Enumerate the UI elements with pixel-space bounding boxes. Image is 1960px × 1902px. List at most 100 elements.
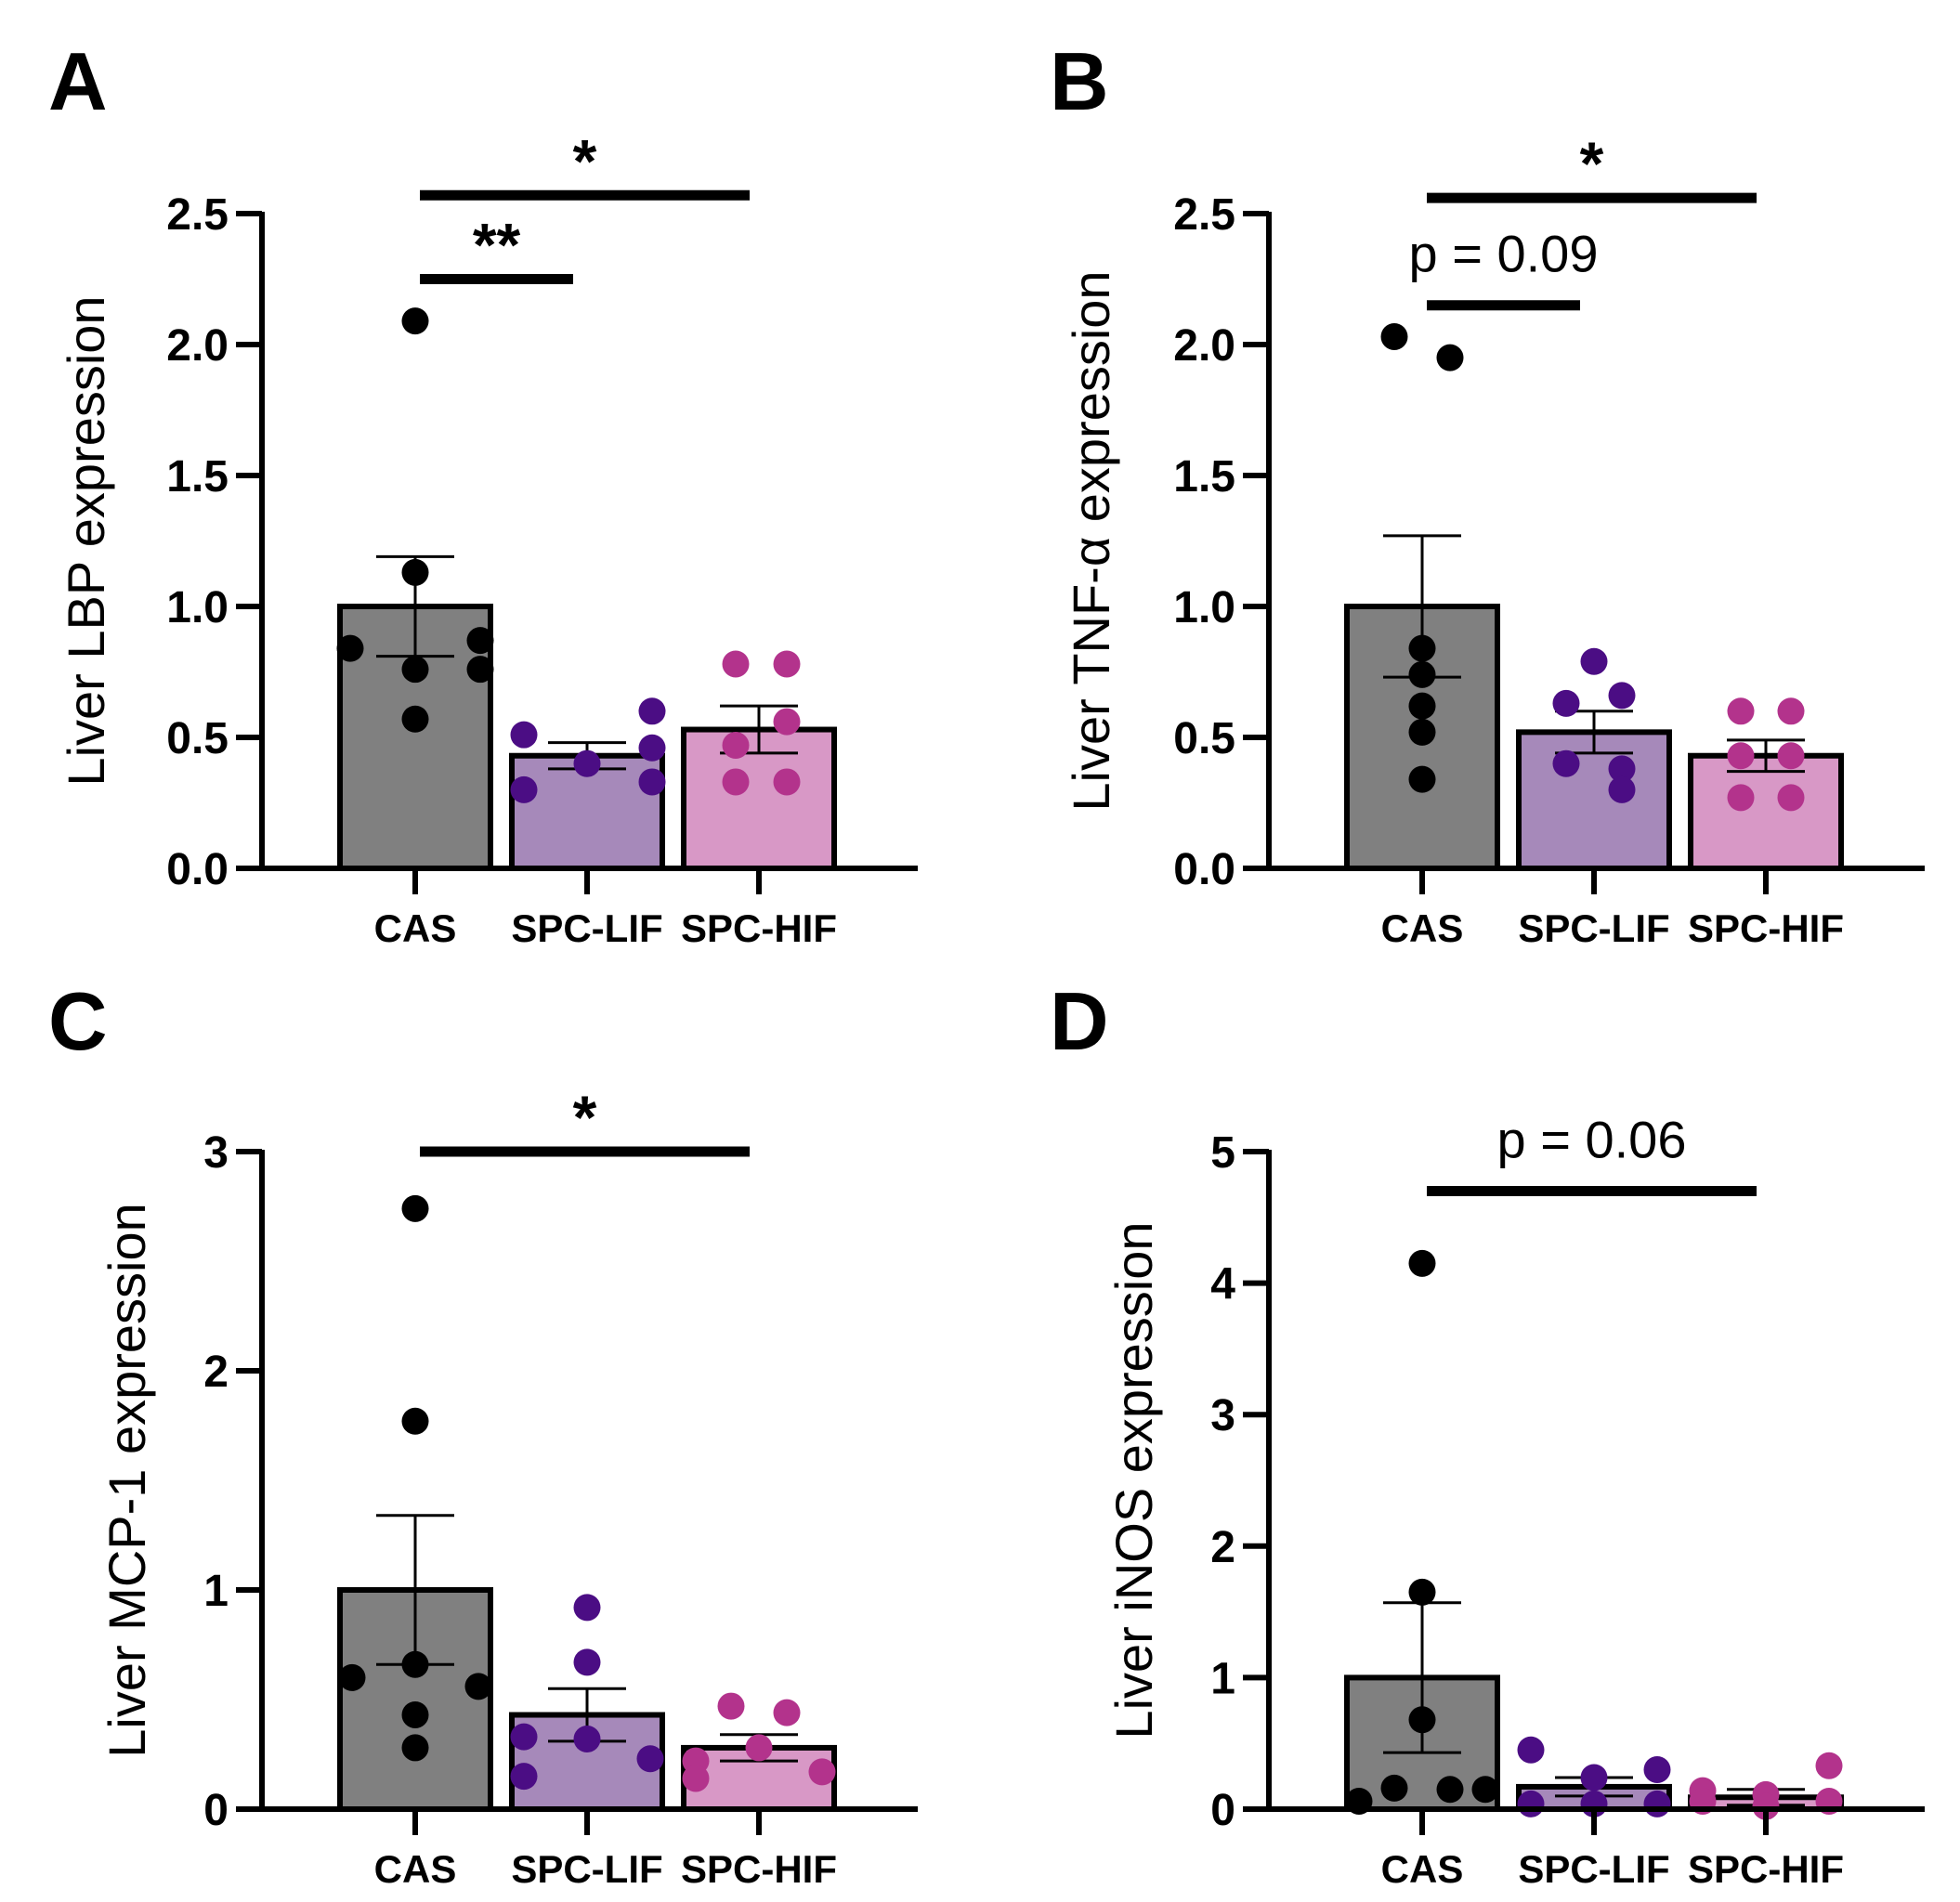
x-tick-label: CAS — [1381, 1847, 1464, 1891]
y-tick-label: 0.5 — [166, 714, 229, 763]
data-point-cas — [401, 1407, 429, 1435]
data-point-cas — [1408, 692, 1436, 720]
x-tick-label: SPC-HIF — [1688, 906, 1844, 950]
y-tick-label: 2.0 — [1173, 321, 1235, 371]
data-point-cas — [466, 627, 494, 655]
panel-c: C Liver MCP-1 expression 0 1 2 3 CAS SPC-LIF SPC… — [48, 975, 918, 1891]
error-bar-spc-hif — [1727, 738, 1805, 774]
data-point-spc-hif — [682, 1765, 710, 1792]
data-point-cas — [1408, 765, 1436, 793]
data-point-spc-lif — [1552, 749, 1580, 777]
data-point-spc-hif — [1777, 697, 1805, 725]
data-point-spc-hif — [722, 768, 750, 796]
data-point-cas — [338, 1663, 366, 1691]
data-point-spc-lif — [510, 721, 538, 749]
x-tick-label: SPC-HIF — [1688, 1847, 1844, 1891]
y-tick-label: 0.0 — [1173, 845, 1235, 894]
x-tick-label: SPC-LIF — [511, 1847, 662, 1891]
data-point-cas — [1408, 660, 1436, 688]
data-point-spc-lif — [510, 1723, 538, 1751]
data-point-spc-lif — [1517, 1790, 1545, 1817]
y-tick-label: 5 — [1210, 1128, 1235, 1178]
data-point-cas — [1408, 718, 1436, 746]
data-point-spc-lif — [510, 775, 538, 803]
significance-label: ** — [473, 211, 521, 280]
data-point-cas — [1436, 1776, 1464, 1804]
data-point-cas — [401, 307, 429, 335]
y-tick-label: 0 — [1210, 1786, 1235, 1835]
y-tick-label: 3 — [1210, 1391, 1235, 1440]
data-point-spc-lif — [573, 749, 601, 777]
data-point-spc-hif — [1815, 1752, 1843, 1779]
panel-label: D — [1050, 975, 1109, 1067]
y-tick-label: 0 — [203, 1786, 229, 1835]
panel-d: D Liver iNOS expression 0 1 2 3 4 5 CAS SPC-LIF SP… — [1050, 975, 1925, 1891]
data-point-cas — [464, 1673, 492, 1700]
significance-label: * — [1580, 129, 1604, 198]
y-tick-label: 2.0 — [166, 321, 229, 371]
data-point-spc-hif — [1777, 742, 1805, 770]
x-tick-label: SPC-HIF — [681, 1847, 837, 1891]
y-tick-label: 1.0 — [1173, 583, 1235, 632]
significance-label: * — [573, 126, 597, 195]
y-axis-title: Liver TNF-α expression — [1062, 270, 1120, 811]
panel-b: B Liver TNF-α expression 0.0 0.5 1.0 1.5 2.0 2.… — [1050, 35, 1925, 950]
y-tick-label: 2 — [1210, 1523, 1235, 1572]
data-point-spc-lif — [1643, 1790, 1671, 1817]
data-point-spc-lif — [573, 1725, 601, 1752]
y-tick-label: 0.5 — [1173, 714, 1235, 763]
y-tick-label: 1 — [203, 1567, 229, 1616]
y-axis-title: Liver iNOS expression — [1104, 1221, 1163, 1739]
data-point-cas — [336, 634, 364, 662]
data-point-spc-hif — [808, 1758, 836, 1786]
data-point-cas — [466, 656, 494, 684]
y-tick-label: 1.5 — [1173, 452, 1235, 502]
data-point-cas — [1380, 323, 1408, 351]
data-point-spc-hif — [1727, 697, 1755, 725]
data-point-cas — [1408, 1706, 1436, 1734]
data-point-spc-hif — [722, 731, 750, 759]
data-point-cas — [401, 1650, 429, 1678]
data-point-spc-lif — [1517, 1736, 1545, 1764]
data-point-spc-lif — [1643, 1756, 1671, 1784]
data-point-cas — [401, 1194, 429, 1222]
data-point-cas — [401, 656, 429, 684]
data-point-spc-lif — [638, 697, 666, 725]
panel-label: C — [48, 975, 108, 1067]
data-point-spc-hif — [773, 650, 801, 678]
y-axis-title: Liver MCP-1 expression — [98, 1203, 156, 1758]
significance-label: * — [573, 1083, 597, 1152]
data-point-spc-hif — [773, 768, 801, 796]
panel-a: A Liver LBP expression 0.0 0.5 1.0 1.5 2.0 2.5 C… — [48, 35, 918, 950]
y-tick-label: 2.5 — [166, 190, 229, 240]
data-point-spc-lif — [1608, 682, 1636, 710]
data-point-spc-lif — [1580, 1764, 1608, 1791]
y-tick-label: 1 — [1210, 1654, 1235, 1703]
data-point-spc-hif — [1727, 742, 1755, 770]
data-point-spc-lif — [1608, 775, 1636, 803]
x-tick-label: CAS — [374, 1847, 457, 1891]
data-point-cas — [401, 705, 429, 733]
y-tick-label: 3 — [203, 1128, 229, 1178]
data-point-spc-hif — [745, 1734, 773, 1762]
data-point-spc-lif — [638, 768, 666, 796]
panel-label: A — [48, 35, 108, 127]
data-point-spc-lif — [573, 1594, 601, 1622]
y-axis-title: Liver LBP expression — [57, 295, 115, 786]
y-tick-label: 2.5 — [1173, 190, 1235, 240]
data-point-spc-lif — [510, 1763, 538, 1791]
data-point-spc-lif — [1608, 755, 1636, 783]
x-tick-label: CAS — [1381, 906, 1464, 950]
data-point-spc-hif — [773, 1699, 801, 1726]
significance-label: p = 0.09 — [1409, 225, 1599, 283]
y-tick-label: 0.0 — [166, 845, 229, 894]
data-point-cas — [1471, 1776, 1499, 1804]
x-tick-label: SPC-HIF — [681, 906, 837, 950]
data-point-cas — [401, 1734, 429, 1762]
data-point-cas — [1408, 1578, 1436, 1606]
data-point-cas — [1408, 1249, 1436, 1277]
x-tick-label: SPC-LIF — [1518, 906, 1669, 950]
y-tick-label: 2 — [203, 1348, 229, 1397]
data-point-spc-lif — [1552, 689, 1580, 717]
